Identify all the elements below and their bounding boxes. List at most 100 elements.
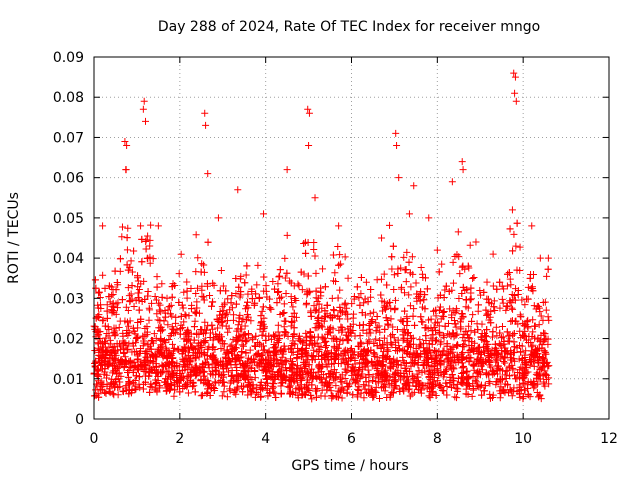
data-point: [196, 369, 204, 377]
data-point: [193, 284, 201, 292]
data-point: [212, 379, 220, 387]
data-point: [482, 370, 490, 378]
data-point: [204, 170, 212, 178]
data-point: [513, 219, 521, 227]
data-point: [484, 340, 492, 348]
data-point: [413, 351, 421, 359]
data-point: [108, 309, 116, 317]
data-point: [183, 294, 191, 302]
chart-title: Day 288 of 2024, Rate Of TEC Index for r…: [158, 19, 540, 35]
data-point: [302, 391, 310, 399]
data-point: [458, 289, 466, 297]
data-point: [425, 214, 433, 222]
data-point: [496, 329, 504, 337]
data-point: [166, 332, 174, 340]
data-point: [462, 390, 470, 398]
data-point: [111, 342, 119, 350]
data-point: [463, 355, 471, 363]
data-point: [260, 342, 268, 350]
data-point: [342, 310, 350, 318]
data-point: [343, 304, 351, 312]
data-point: [223, 364, 231, 372]
data-point: [200, 296, 208, 304]
data-point: [329, 335, 337, 343]
data-point: [115, 340, 123, 348]
data-point: [326, 312, 334, 320]
data-point: [508, 317, 516, 325]
data-point: [162, 313, 170, 321]
data-point: [464, 381, 472, 389]
data-point: [372, 319, 380, 327]
data-point: [544, 362, 552, 370]
data-point: [235, 314, 243, 322]
grid-lines: [94, 57, 609, 419]
data-point: [163, 355, 171, 363]
data-point: [318, 379, 326, 387]
data-point: [180, 335, 188, 343]
data-point: [456, 270, 464, 278]
data-point: [237, 288, 245, 296]
data-point: [218, 303, 226, 311]
data-point: [302, 337, 310, 345]
data-point: [438, 260, 446, 268]
data-point: [356, 332, 364, 340]
data-point: [489, 282, 497, 290]
data-point: [338, 328, 346, 336]
data-point: [331, 334, 339, 342]
data-point: [420, 296, 428, 304]
data-point: [249, 381, 257, 389]
data-point: [94, 301, 102, 309]
y-axis-label: ROTI / TECUs: [6, 192, 22, 284]
data-point: [99, 343, 107, 351]
data-point: [508, 392, 516, 400]
data-point: [289, 337, 297, 345]
data-point: [127, 290, 135, 298]
data-point: [401, 289, 409, 297]
data-point: [400, 387, 408, 395]
data-point: [217, 267, 225, 275]
data-point: [311, 252, 319, 260]
data-point: [139, 385, 147, 393]
data-point: [208, 302, 216, 310]
data-point: [356, 321, 364, 329]
data-point: [499, 333, 507, 341]
data-point: [439, 332, 447, 340]
data-point: [190, 336, 198, 344]
data-point: [528, 347, 536, 355]
data-point: [344, 274, 352, 282]
data-point: [535, 359, 543, 367]
data-point: [144, 288, 152, 296]
data-point: [95, 289, 103, 297]
data-point: [156, 324, 164, 332]
data-point: [178, 301, 186, 309]
data-point: [146, 306, 154, 314]
data-point: [524, 368, 532, 376]
data-point: [379, 361, 387, 369]
data-point: [453, 251, 461, 259]
data-point: [118, 233, 126, 241]
data-point: [328, 392, 336, 400]
data-point: [498, 375, 506, 383]
data-point: [405, 291, 413, 299]
data-point: [440, 293, 448, 301]
data-point: [469, 372, 477, 380]
data-point: [264, 360, 272, 368]
data-point: [174, 345, 182, 353]
data-point: [298, 367, 306, 375]
data-point: [222, 310, 230, 318]
data-point: [293, 379, 301, 387]
data-point: [349, 376, 357, 384]
data-point: [518, 296, 526, 304]
data-point: [167, 351, 175, 359]
data-point: [271, 285, 279, 293]
data-point: [375, 395, 383, 403]
data-point: [511, 371, 519, 379]
data-point: [485, 377, 493, 385]
data-point: [501, 359, 509, 367]
data-point: [354, 351, 362, 359]
data-point: [349, 350, 357, 358]
x-tick-label: 4: [261, 431, 270, 447]
data-point: [458, 355, 466, 363]
data-point: [109, 362, 117, 370]
data-point: [381, 305, 389, 313]
